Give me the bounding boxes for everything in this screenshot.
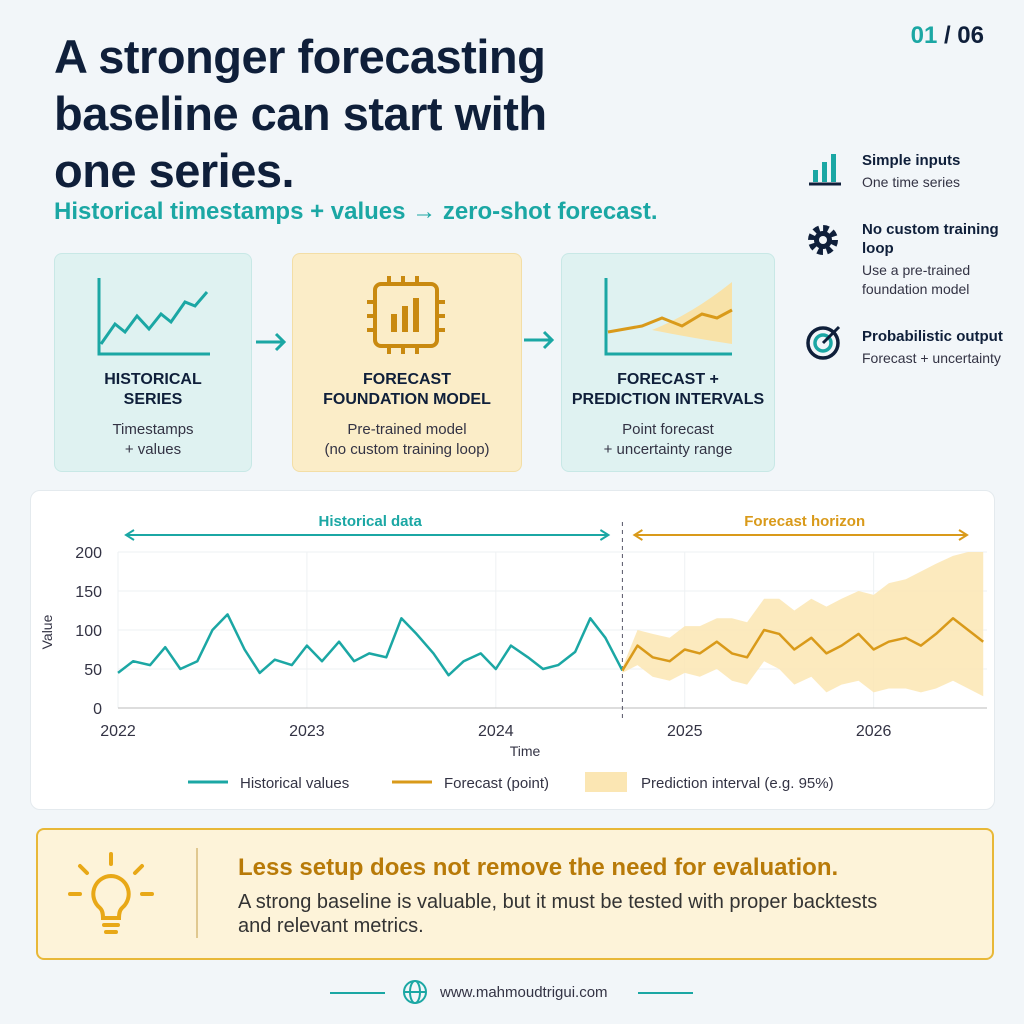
prediction-interval bbox=[622, 552, 984, 697]
page-number: 01 / 06 bbox=[911, 22, 984, 50]
subtitle: Historical timestamps + values → zero-sh… bbox=[54, 198, 658, 225]
annotation: Forecast horizon bbox=[744, 513, 865, 530]
legend-label: Prediction interval (e.g. 95%) bbox=[641, 775, 834, 792]
globe-icon bbox=[403, 980, 427, 1004]
chart: 0 50 100 150 200 2022 2023 2024 2025 2026 Time Valu… bbox=[39, 513, 987, 792]
sidebar-icon bbox=[808, 225, 838, 255]
sidebar-title: Probabilistic output bbox=[862, 328, 1003, 345]
card-text: Timestamps bbox=[112, 421, 194, 438]
card-icon bbox=[604, 278, 733, 356]
card-text: (no custom training loop) bbox=[324, 441, 490, 458]
card: FORECAST FOUNDATION MODEL Pre-trained mod… bbox=[292, 253, 522, 472]
sidebar-item: No custom training loop Use a pre-trained… bbox=[862, 220, 1012, 299]
x-axis-label: Time bbox=[510, 743, 541, 759]
x-tick-label: 2022 bbox=[100, 723, 136, 740]
card-text: + uncertainty range bbox=[603, 441, 733, 458]
y-tick-label: 200 bbox=[75, 545, 102, 562]
x-tick-label: 2026 bbox=[856, 723, 892, 740]
sidebar-title: Simple inputs bbox=[862, 152, 961, 169]
title: A stronger forecasting baseline can star… bbox=[54, 28, 547, 199]
card-text: Pre-trained model bbox=[347, 421, 467, 438]
title-line: one series. bbox=[54, 144, 295, 197]
x-tick-label: 2025 bbox=[667, 723, 703, 740]
y-tick-label: 100 bbox=[75, 623, 102, 640]
y-axis-label: Value bbox=[39, 614, 55, 649]
divider bbox=[196, 848, 198, 938]
series-line bbox=[117, 613, 624, 677]
sidebar-icon bbox=[806, 325, 841, 360]
sidebar-text: One time series bbox=[862, 174, 961, 190]
legend-label: Historical values bbox=[240, 775, 349, 792]
callout-text: A strong baseline is valuable, but it mu… bbox=[238, 891, 878, 937]
card-title: FOUNDATION MODEL bbox=[323, 391, 491, 408]
card-title: PREDICTION INTERVALS bbox=[571, 391, 765, 408]
card-title: FORECAST bbox=[363, 371, 451, 388]
card-icon bbox=[367, 276, 445, 354]
sidebar-item: Simple inputs One time series bbox=[862, 151, 1012, 192]
y-tick-label: 0 bbox=[93, 701, 102, 718]
card-title: SERIES bbox=[123, 391, 183, 408]
card: HISTORICAL SERIES Timestamps + values bbox=[54, 253, 252, 472]
footer-rule bbox=[638, 992, 693, 994]
x-tick-label: 2023 bbox=[289, 723, 325, 740]
legend-swatch bbox=[585, 772, 627, 792]
card: FORECAST + PREDICTION INTERVALS Point for… bbox=[561, 253, 775, 472]
card-text: Point forecast bbox=[622, 421, 714, 438]
y-tick-label: 50 bbox=[84, 662, 102, 679]
y-tick-label: 150 bbox=[75, 584, 102, 601]
sidebar-item: Probabilistic output Forecast + uncertain… bbox=[862, 327, 1012, 368]
annotation: Historical data bbox=[319, 513, 423, 530]
card-title: HISTORICAL bbox=[104, 371, 202, 388]
sidebar-text: Forecast + uncertainty bbox=[862, 350, 1001, 366]
bulb-icon bbox=[68, 852, 154, 934]
series-line bbox=[621, 617, 984, 672]
footer-rule bbox=[330, 992, 385, 994]
range-arrow bbox=[124, 529, 611, 541]
legend-label: Forecast (point) bbox=[444, 775, 549, 792]
title-line: baseline can start with bbox=[54, 87, 547, 140]
footer-url: www.mahmoudtrigui.com bbox=[440, 984, 608, 1001]
page-current: 01 bbox=[910, 22, 938, 49]
callout: Less setup does not remove the need for … bbox=[36, 828, 994, 960]
sidebar-icon bbox=[809, 154, 841, 186]
x-tick-label: 2024 bbox=[478, 723, 514, 740]
card-text: + values bbox=[124, 441, 182, 458]
callout-title: Less setup does not remove the need for … bbox=[238, 854, 839, 881]
card-title: FORECAST + bbox=[617, 371, 719, 388]
title-line: A stronger forecasting bbox=[54, 30, 546, 83]
arrow bbox=[524, 330, 555, 350]
arrow bbox=[256, 332, 287, 352]
range-arrow bbox=[632, 529, 969, 541]
page-total: / 06 bbox=[943, 22, 984, 49]
card-icon bbox=[97, 278, 210, 356]
sidebar-title: No custom training loop bbox=[862, 221, 999, 257]
sidebar-text: Use a pre-trained foundation model bbox=[862, 262, 971, 297]
